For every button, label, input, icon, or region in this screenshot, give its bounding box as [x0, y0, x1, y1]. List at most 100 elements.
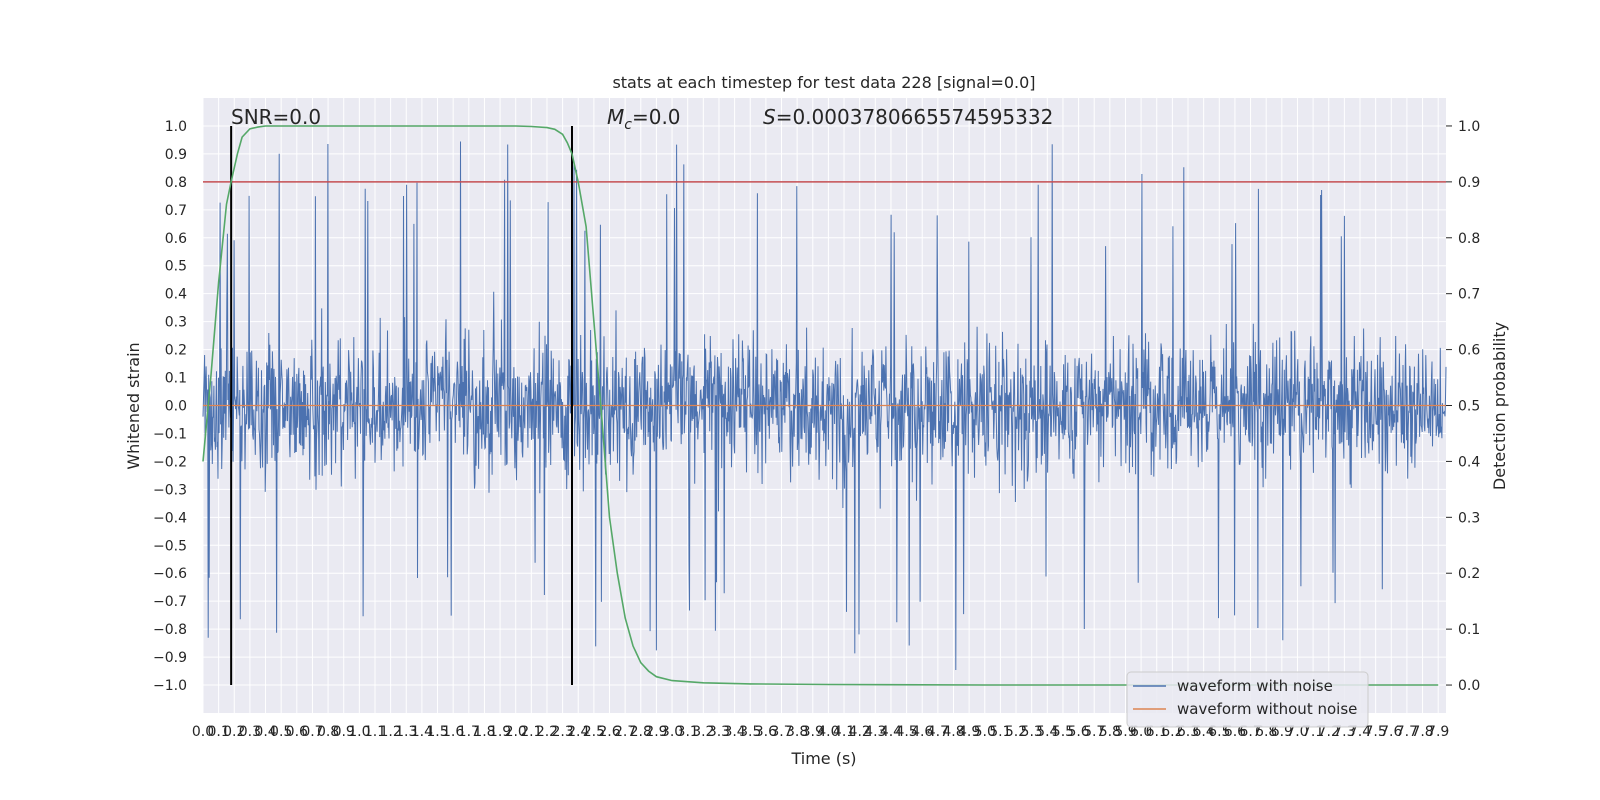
left-y-tick-label: 0.6 — [165, 231, 187, 247]
x-tick-label: 1.5 — [426, 724, 448, 740]
left-y-tick-label: 1.0 — [165, 119, 187, 135]
left-y-tick-label: 0.0 — [165, 399, 187, 415]
right-y-tick-label: 0.2 — [1458, 566, 1480, 582]
left-y-tick-label: −0.5 — [153, 538, 187, 554]
chirp-mass-symbol: M — [607, 105, 624, 129]
left-y-tick-label: 0.7 — [165, 203, 187, 219]
x-tick-label: 3.9 — [802, 724, 824, 740]
x-tick-label: 0.6 — [286, 724, 308, 740]
detection-probability-series — [202, 125, 1439, 686]
legend: waveform with noise waveform without noi… — [1126, 671, 1369, 728]
x-tick-label: 3.2 — [692, 724, 714, 740]
x-tick-label: 3.4 — [723, 724, 745, 740]
x-tick-label: 7.8 — [1411, 724, 1433, 740]
chirp-mass-subscript: c — [624, 117, 632, 133]
x-tick-label: 1.2 — [379, 724, 401, 740]
s-value: =0.0003780665574595332 — [776, 105, 1054, 129]
x-tick-label: 3.7 — [770, 724, 792, 740]
right-y-tick-label: 0.0 — [1458, 678, 1480, 694]
x-tick-label: 5.4 — [1036, 724, 1058, 740]
x-tick-label: 3.8 — [786, 724, 808, 740]
left-y-tick-label: 0.8 — [165, 175, 187, 191]
x-tick-label: 3.0 — [661, 724, 683, 740]
x-tick-label: 4.7 — [927, 724, 949, 740]
chirp-mass-annotation: Mc=0.0 — [607, 105, 681, 133]
x-tick-label: 7.0 — [1286, 724, 1308, 740]
x-tick-label: 0.2 — [223, 724, 245, 740]
noisy-waveform-line — [202, 141, 1447, 671]
x-tick-label: 5.6 — [1067, 724, 1089, 740]
chirp-mass-value: =0.0 — [632, 105, 681, 129]
left-y-tick-label: −0.8 — [153, 622, 187, 638]
left-y-tick-label: 0.4 — [165, 287, 187, 303]
legend-label-noisy: waveform with noise — [1177, 677, 1333, 695]
s-annotation: S=0.0003780665574595332 — [763, 105, 1053, 129]
x-tick-label: 4.0 — [817, 724, 839, 740]
x-tick-label: 5.7 — [1083, 724, 1105, 740]
left-y-tick-label: −0.9 — [153, 650, 187, 666]
x-tick-label: 7.7 — [1396, 724, 1418, 740]
x-tick-label: 7.4 — [1349, 724, 1371, 740]
right-y-tick-label: 1.0 — [1458, 119, 1480, 135]
x-tick-label: 4.4 — [880, 724, 902, 740]
x-tick-label: 1.7 — [458, 724, 480, 740]
x-tick-label: 7.1 — [1302, 724, 1324, 740]
x-tick-label: 5.1 — [989, 724, 1011, 740]
x-tick-label: 3.6 — [755, 724, 777, 740]
left-y-axis-label: Whitened strain — [124, 342, 143, 469]
x-tick-label: 2.2 — [536, 724, 558, 740]
x-tick-label: 5.8 — [1099, 724, 1121, 740]
x-tick-label: 4.8 — [942, 724, 964, 740]
x-tick-label: 1.4 — [411, 724, 433, 740]
right-y-tick-label: 0.8 — [1458, 231, 1480, 247]
snr-annotation: SNR=0.0 — [231, 105, 321, 129]
x-tick-label: 0.9 — [333, 724, 355, 740]
left-y-tick-label: 0.5 — [165, 259, 187, 275]
right-y-tick-label: 0.4 — [1458, 454, 1480, 470]
x-tick-label: 2.1 — [520, 724, 542, 740]
legend-label-clean: waveform without noise — [1177, 700, 1357, 718]
left-y-tick-label: 0.3 — [165, 315, 187, 331]
x-tick-label: 6.7 — [1239, 724, 1261, 740]
x-tick-label: 0.8 — [317, 724, 339, 740]
x-tick-label: 1.9 — [489, 724, 511, 740]
x-tick-label: 4.2 — [849, 724, 871, 740]
x-tick-label: 4.1 — [833, 724, 855, 740]
x-tick-label: 4.3 — [864, 724, 886, 740]
s-symbol: S — [763, 105, 776, 129]
x-tick-label: 3.5 — [739, 724, 761, 740]
x-tick-label: 2.3 — [551, 724, 573, 740]
x-tick-label: 6.2 — [1161, 724, 1183, 740]
right-y-axis-ticks: 0.0 0.1 0.2 0.3 0.4 0.5 0.6 0.7 0.8 0.9 1.0 — [1446, 119, 1480, 694]
left-y-tick-label: −1.0 — [153, 678, 187, 694]
x-tick-label: 5.3 — [1021, 724, 1043, 740]
left-y-tick-label: −0.7 — [153, 594, 187, 610]
chart-title: stats at each timestep for test data 228… — [612, 73, 1035, 92]
x-tick-label: 6.5 — [1208, 724, 1230, 740]
left-y-tick-label: −0.4 — [153, 510, 187, 526]
x-tick-label: 5.5 — [1052, 724, 1074, 740]
right-y-tick-label: 0.1 — [1458, 622, 1480, 638]
left-y-tick-label: −0.6 — [153, 566, 187, 582]
right-y-tick-label: 0.5 — [1458, 399, 1480, 415]
right-y-tick-label: 0.7 — [1458, 287, 1480, 303]
x-tick-label: 5.9 — [1114, 724, 1136, 740]
legend-box — [1126, 671, 1369, 728]
x-tick-label: 3.1 — [677, 724, 699, 740]
x-tick-label: 6.6 — [1224, 724, 1246, 740]
left-y-axis-ticks: −1.0 −0.9 −0.8 −0.7 −0.6 −0.5 −0.4 −0.3 −0.2 −0.1… — [153, 119, 187, 694]
x-tick-label: 0.5 — [270, 724, 292, 740]
x-tick-label: 7.3 — [1333, 724, 1355, 740]
x-tick-label: 0.0 — [192, 724, 214, 740]
x-tick-label: 0.3 — [239, 724, 261, 740]
x-tick-label: 0.1 — [208, 724, 230, 740]
x-tick-label: 2.0 — [505, 724, 527, 740]
x-tick-label: 2.4 — [567, 724, 589, 740]
x-tick-label: 5.2 — [1005, 724, 1027, 740]
x-tick-label: 1.3 — [395, 724, 417, 740]
x-tick-label: 6.8 — [1255, 724, 1277, 740]
noisy-waveform-series — [202, 141, 1447, 671]
x-tick-label: 2.5 — [583, 724, 605, 740]
x-tick-label: 1.0 — [348, 724, 370, 740]
